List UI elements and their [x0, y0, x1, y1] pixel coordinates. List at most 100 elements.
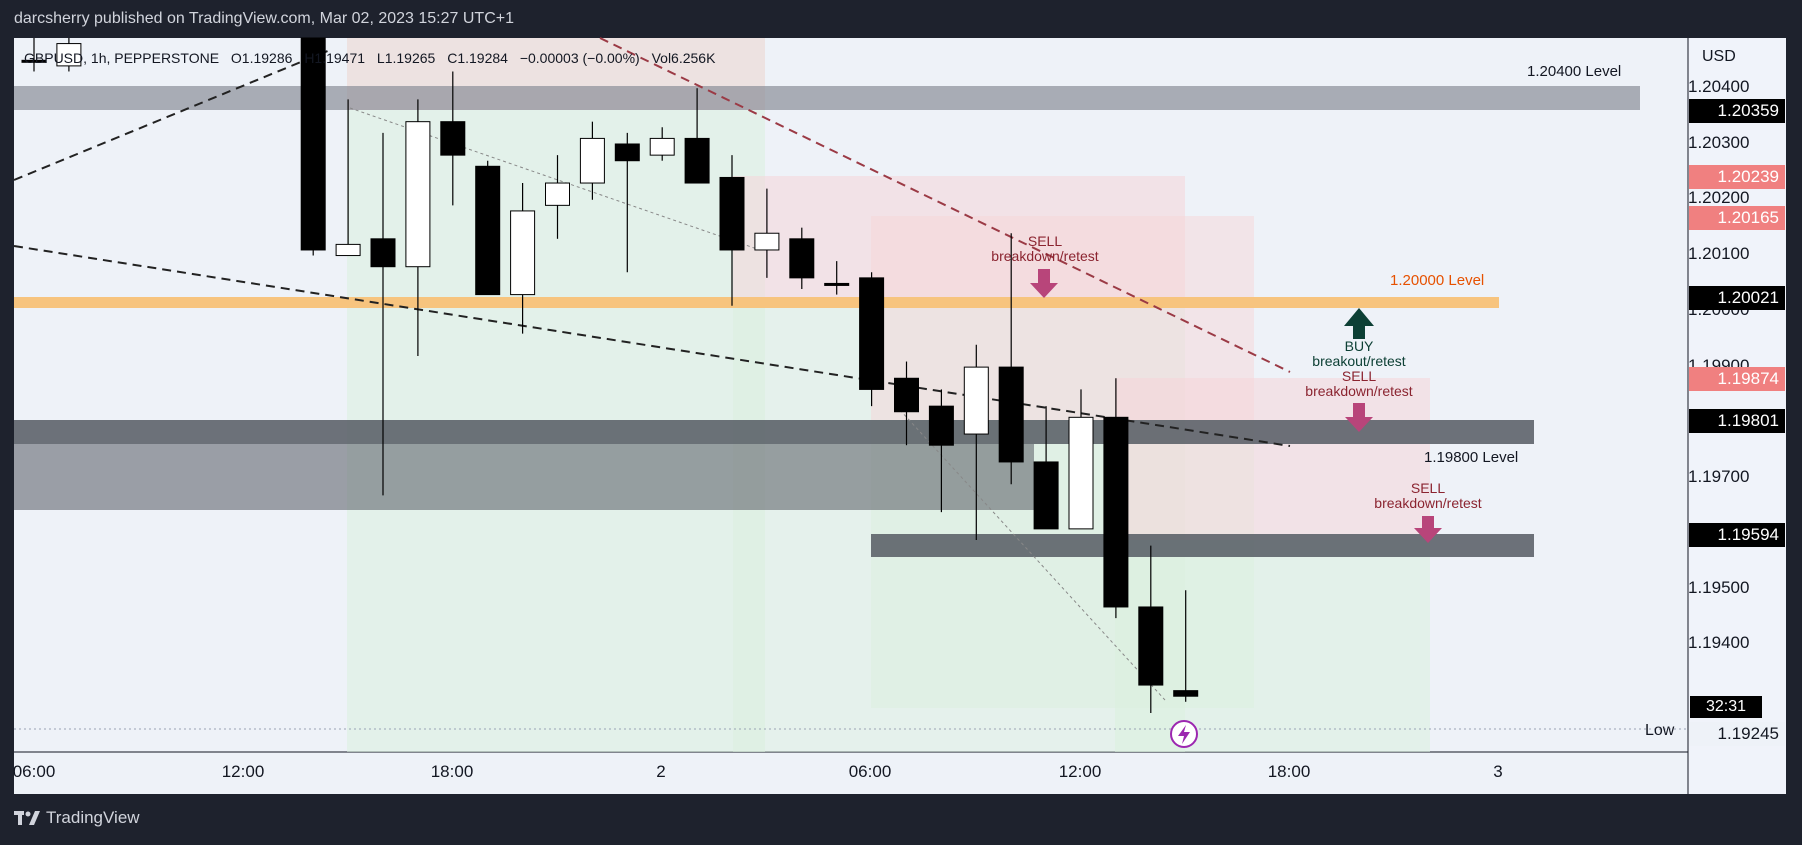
trendline-upper-dashed — [13, 49, 331, 181]
price-tag: 1.20165 — [1689, 206, 1785, 230]
y-tick: 1.20200 — [1688, 188, 1750, 207]
tradingview-brand[interactable]: TradingView — [14, 808, 140, 828]
candle-body — [475, 165, 501, 296]
candle — [754, 188, 780, 278]
candle-body — [859, 277, 885, 390]
candle-body — [1068, 416, 1094, 530]
price-tag: 1.20359 — [1689, 99, 1785, 123]
level-label-1.204: 1.20400 Level — [1527, 63, 1622, 80]
x-tick: 12:00 — [1058, 762, 1102, 781]
candle — [859, 272, 885, 407]
candles-group — [21, 37, 1199, 713]
event-flash-icon[interactable] — [1170, 720, 1198, 748]
candle — [579, 121, 605, 200]
level-band-1.198-zone — [14, 444, 1034, 510]
candle-body — [440, 121, 466, 156]
candle-body — [1173, 690, 1199, 697]
annotation-sell-1: SELL breakdown/retest — [991, 234, 1098, 264]
legend-high: H1.19471 — [304, 50, 366, 66]
x-tick: 12:00 — [221, 762, 265, 781]
candle-body — [928, 405, 954, 446]
annotation-sell-2-direction: SELL — [1341, 368, 1377, 384]
candle-body — [335, 243, 361, 257]
level-label-1.198: 1.19800 Level — [1424, 449, 1519, 466]
candle-body — [56, 43, 82, 67]
legend-close: C1.19284 — [447, 50, 508, 66]
level-band-1.204 — [14, 86, 1640, 110]
level-band-1.1960 — [871, 534, 1534, 557]
candle — [21, 38, 47, 72]
footer-bar: TradingView — [0, 794, 1802, 845]
price-axis-unit: USD — [1702, 48, 1736, 65]
zone-green-far — [1115, 540, 1430, 752]
price-tag: 1.19874 — [1689, 367, 1785, 391]
candle-body — [300, 37, 326, 251]
level-band-1.198-dark — [14, 420, 1534, 444]
price-tag: 1.19594 — [1689, 523, 1785, 547]
legend-volume: Vol6.256K — [651, 50, 716, 66]
annotation-sell-3-text: breakdown/retest — [1374, 495, 1482, 511]
candle — [998, 233, 1024, 485]
candle — [1033, 406, 1059, 530]
trendline-red-dashed — [599, 37, 1291, 373]
candle-body — [510, 210, 536, 296]
annotation-sell-1-text: breakdown/retest — [991, 248, 1099, 264]
candle-body — [719, 176, 745, 251]
annotation-sell-1-direction: SELL — [1027, 233, 1063, 249]
candle-body — [545, 182, 570, 206]
symbol-legend: GBPUSD, 1h, PEPPERSTONE O1.19286 H1.1947… — [24, 50, 715, 66]
candle-body — [370, 238, 396, 268]
buy-arrow — [1344, 308, 1374, 339]
y-tick: 1.20400 — [1688, 77, 1750, 96]
candle-body — [21, 59, 47, 63]
candle-body — [998, 366, 1024, 463]
candle-body — [824, 282, 850, 286]
candle — [1138, 545, 1164, 713]
annotation-buy-text: breakout/retest — [1312, 353, 1406, 369]
candle — [510, 183, 536, 334]
sell-arrow-2 — [1345, 403, 1373, 432]
annotation-buy-direction: BUY — [1344, 338, 1374, 354]
price-tag-low: 1.19245 — [1689, 722, 1785, 746]
price-tag: 1.20021 — [1689, 286, 1785, 310]
candle — [440, 71, 466, 206]
candle-body — [963, 366, 989, 435]
candle-body — [649, 137, 675, 156]
candle-body — [754, 232, 780, 251]
candle — [335, 99, 361, 257]
candle-body — [789, 238, 815, 279]
candle-body — [1138, 606, 1164, 686]
price-tag: 1.19801 — [1689, 409, 1785, 433]
bar-countdown: 32:31 — [1690, 696, 1762, 718]
trendline-lower-dashed — [13, 245, 1291, 447]
candle-body — [1103, 416, 1129, 608]
candle-body — [684, 137, 710, 184]
y-tick: 1.20300 — [1688, 133, 1750, 152]
candle-body — [614, 143, 640, 162]
legend-change: −0.00003 (−0.00%) — [519, 50, 640, 66]
candle — [300, 37, 326, 256]
candle-body — [405, 121, 431, 268]
y-tick: 1.19700 — [1688, 467, 1750, 486]
sell-arrow-3 — [1414, 516, 1442, 543]
candle — [1103, 378, 1129, 619]
y-tick: 1.19400 — [1688, 633, 1750, 652]
candle-body — [894, 377, 919, 413]
low-label: Low — [1645, 722, 1675, 739]
zone-red-far — [1115, 378, 1430, 540]
candle — [719, 155, 745, 306]
candle — [370, 132, 396, 496]
candle — [614, 132, 640, 273]
x-tick: 06:00 — [12, 762, 56, 781]
candle — [475, 160, 501, 296]
candle — [56, 38, 82, 72]
candle — [894, 361, 919, 446]
candle — [684, 88, 710, 184]
legend-symbol: GBPUSD, 1h, PEPPERSTONE — [24, 50, 220, 66]
candle — [789, 227, 815, 290]
y-tick: 1.19500 — [1688, 578, 1750, 597]
candle — [405, 99, 431, 356]
annotation-sell-3: SELL breakdown/retest — [1374, 481, 1481, 511]
legend-low: L1.19265 — [376, 50, 436, 66]
